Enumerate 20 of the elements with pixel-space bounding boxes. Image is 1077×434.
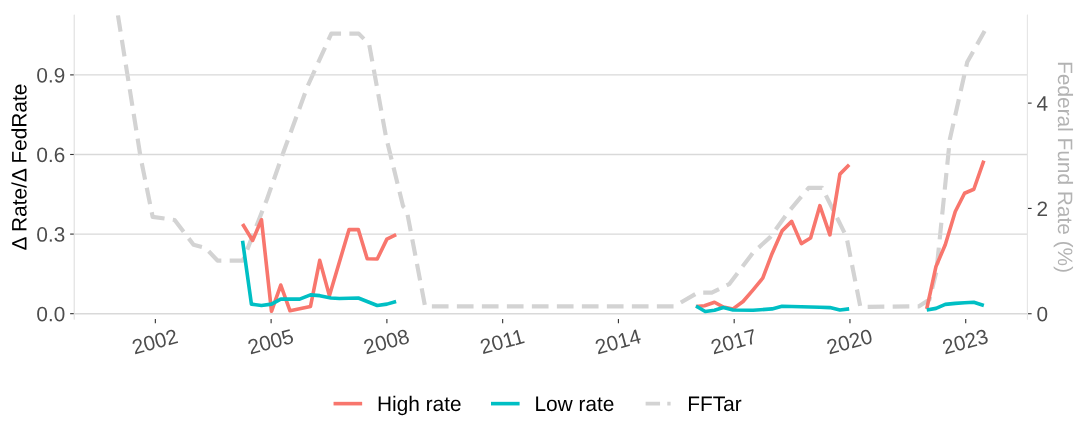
y-axis-title: Δ Rate/Δ FedRate [11,84,27,250]
y2-tick-label: 0 [1037,306,1048,322]
y2-tick-label: 2 [1037,201,1048,216]
y-tick-label: 0.6 [37,147,65,163]
legend-label: Low rate [536,396,614,412]
x-tick-label: 2014 [594,328,642,355]
legend-label: FFTar [688,396,742,412]
y2-axis-title: Federal Fund Rate (%) [1053,62,1074,272]
x-tick-label: 2002 [131,328,179,355]
y-tick-label: 0.0 [37,306,65,322]
x-tick-label: 2011 [479,328,525,355]
y-tick-label: 0.3 [37,227,65,242]
x-tick-label: 2008 [363,328,410,355]
x-tick-label: 2017 [710,328,758,355]
y-tick-label: 0.9 [37,67,65,83]
legend-label: High rate [378,395,461,416]
x-tick-label: 2023 [941,328,989,355]
y2-tick-label: 4 [1036,96,1048,111]
x-tick-label: 2005 [247,328,295,355]
x-tick-label: 2020 [826,328,873,355]
